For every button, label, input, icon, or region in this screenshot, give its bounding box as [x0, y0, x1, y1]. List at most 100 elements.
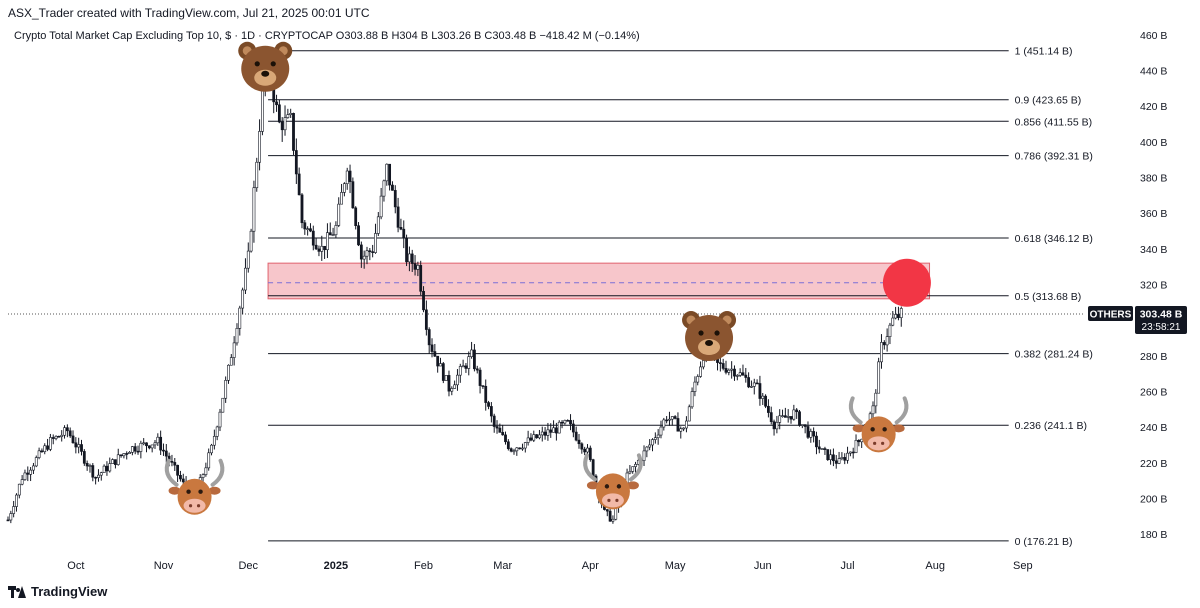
candle-body: [280, 121, 284, 131]
candle-body: [761, 395, 765, 399]
candle-body: [458, 366, 462, 376]
candle-body: [275, 101, 278, 106]
bull-ear-left: [168, 486, 181, 495]
y-axis-tick-label: 360 B: [1140, 208, 1167, 220]
candle-body: [473, 349, 476, 370]
candle-body: [255, 161, 259, 189]
candle-body: [611, 518, 615, 522]
bull-horn-left: [583, 453, 597, 482]
candle-body: [453, 384, 457, 389]
candle-body: [436, 355, 440, 367]
candle-body: [783, 415, 787, 418]
candle-body: [65, 427, 69, 432]
candle-body: [888, 324, 892, 337]
candle-body: [427, 329, 431, 346]
candle-body: [891, 317, 895, 326]
candle-body: [258, 131, 261, 163]
candle-body: [461, 365, 465, 368]
candle-body: [309, 228, 312, 232]
candle-body: [701, 360, 705, 368]
candle-body: [574, 431, 578, 441]
candle-body: [769, 412, 773, 422]
candle-body: [456, 374, 459, 386]
candle-body: [91, 465, 95, 478]
candle-body: [464, 365, 468, 369]
y-axis-tick-label: 400 B: [1140, 137, 1167, 149]
candle-body: [382, 180, 386, 197]
candle-body: [246, 250, 250, 269]
bull-eye-right: [616, 484, 622, 489]
bull-snout: [183, 498, 206, 513]
y-axis-tick-label: 200 B: [1140, 494, 1167, 506]
candle-body: [419, 265, 423, 292]
candle-body: [823, 448, 827, 450]
candle-body: [447, 375, 451, 392]
candle-body: [354, 207, 358, 226]
candle-body: [897, 314, 900, 318]
candle-body: [328, 232, 332, 236]
bear-nose: [705, 340, 714, 347]
candle-body: [481, 385, 485, 387]
candle-body: [170, 461, 174, 463]
candle-body: [133, 446, 137, 452]
candle-body: [795, 409, 799, 413]
candle-body: [444, 375, 448, 381]
candle-body: [252, 187, 256, 232]
candle-body: [778, 415, 782, 423]
candle-body: [724, 368, 728, 373]
candle-body: [747, 377, 751, 388]
candle-body: [164, 450, 168, 457]
candle-body: [314, 244, 318, 250]
candle-body: [147, 445, 151, 449]
candle-body: [682, 427, 685, 430]
candle-body: [885, 336, 889, 346]
candle-body: [405, 237, 408, 263]
x-axis-tick-label: Apr: [582, 560, 599, 572]
tradingview-logo[interactable]: TradingView: [8, 584, 107, 599]
candle-body: [145, 442, 148, 447]
candle-body: [111, 459, 114, 464]
x-axis-tick-label: 2025: [324, 560, 348, 572]
candle-body: [348, 170, 352, 182]
candle-body: [764, 395, 767, 407]
candle-body: [283, 117, 287, 131]
candle-body: [94, 476, 98, 479]
candle-body: [54, 435, 58, 439]
candle-body: [393, 190, 397, 208]
candle-body: [294, 150, 298, 175]
candle-body: [492, 415, 496, 427]
bear-icon: [682, 311, 737, 362]
candle-body: [874, 392, 878, 407]
bull-snout: [867, 436, 890, 451]
candle-body: [580, 443, 584, 450]
bull-horn-right: [210, 458, 225, 487]
candle-body: [212, 436, 216, 446]
candle-body: [583, 448, 587, 453]
candle-body: [374, 233, 377, 253]
x-axis-tick-label: Jul: [841, 560, 855, 572]
candle-body: [413, 263, 417, 270]
candle-body: [159, 436, 163, 451]
price-tag-countdown: 23:58:21: [1142, 322, 1181, 333]
fib-level-label: 0.5 (313.68 B): [1015, 291, 1082, 303]
candle-body: [685, 420, 688, 429]
price-tag: [1135, 305, 1187, 334]
bull-ear-right: [208, 486, 221, 495]
y-axis-tick-label: 440 B: [1140, 66, 1167, 78]
bull-icon: [583, 453, 643, 510]
x-axis-tick-label: Nov: [154, 560, 174, 572]
y-axis-tick-label: 180 B: [1140, 529, 1167, 541]
candle-body: [289, 113, 293, 115]
candle-body: [306, 228, 310, 230]
candle-body: [210, 444, 213, 454]
candle-body: [543, 431, 547, 436]
candle-body: [628, 471, 632, 474]
candle-body: [337, 203, 341, 226]
candle-body: [37, 450, 41, 458]
candle-body: [586, 447, 589, 453]
candle-body: [721, 363, 725, 369]
candle-body: [249, 230, 253, 252]
candle-body: [484, 385, 488, 403]
candle-body: [29, 469, 33, 475]
